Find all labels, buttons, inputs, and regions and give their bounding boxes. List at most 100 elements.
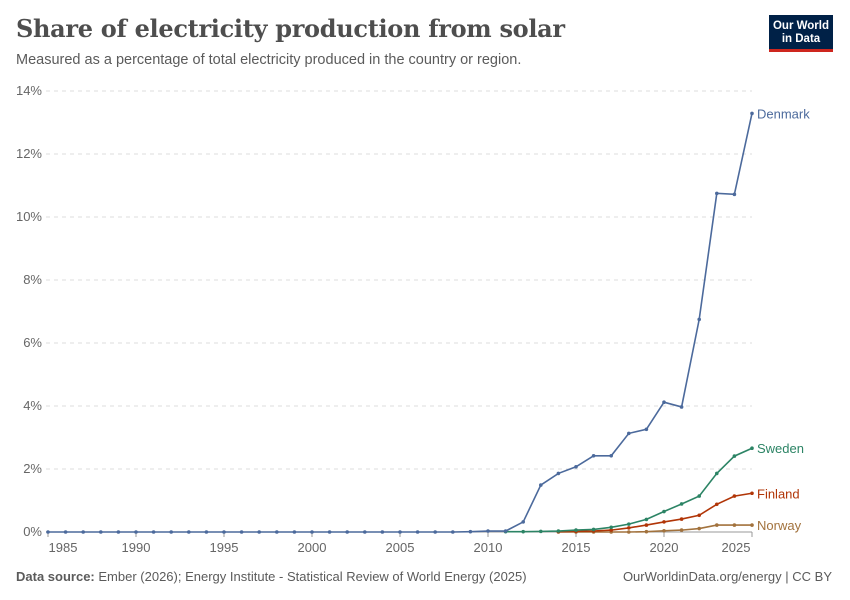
data-point[interactable] <box>574 464 578 469</box>
data-point[interactable] <box>99 530 103 534</box>
data-point[interactable] <box>187 530 191 534</box>
data-point[interactable] <box>732 192 737 197</box>
data-point[interactable] <box>662 400 666 405</box>
data-point[interactable] <box>46 530 50 534</box>
data-point[interactable] <box>116 530 121 534</box>
y-tick-label: 2% <box>23 461 42 476</box>
x-tick-label: 1985 <box>49 540 78 555</box>
series-line-sweden[interactable] <box>505 447 753 533</box>
series-label: Denmark <box>757 106 810 121</box>
series-line-norway[interactable] <box>558 524 752 533</box>
data-point[interactable] <box>697 317 701 322</box>
data-point[interactable] <box>715 523 719 527</box>
data-point[interactable] <box>433 530 438 534</box>
data-point[interactable] <box>662 520 666 524</box>
x-tick-label: 2010 <box>474 540 503 555</box>
data-point[interactable] <box>609 528 613 532</box>
data-source: Data source: Ember (2026); Energy Instit… <box>16 569 527 584</box>
logo-line1: Our World <box>772 20 829 32</box>
x-tick-label: 2000 <box>298 540 327 555</box>
data-point[interactable] <box>574 528 578 532</box>
data-point[interactable] <box>627 530 631 534</box>
data-point[interactable] <box>521 529 525 534</box>
y-tick-label: 12% <box>16 146 42 161</box>
data-point[interactable] <box>380 530 385 534</box>
data-point[interactable] <box>662 528 666 533</box>
data-point[interactable] <box>539 529 543 534</box>
data-point[interactable] <box>679 517 684 521</box>
data-point[interactable] <box>327 530 332 534</box>
data-point[interactable] <box>151 530 156 534</box>
data-point[interactable] <box>134 530 138 534</box>
data-point[interactable] <box>715 471 719 476</box>
data-point[interactable] <box>627 522 631 526</box>
series-label: Norway <box>757 518 802 533</box>
data-point[interactable] <box>697 526 701 531</box>
logo-line2: in Data <box>781 33 821 45</box>
data-point[interactable] <box>204 530 209 534</box>
data-point[interactable] <box>539 483 543 487</box>
y-tick-label: 8% <box>23 272 42 287</box>
y-tick-label: 4% <box>23 398 42 413</box>
data-point[interactable] <box>275 530 279 534</box>
owid-logo[interactable]: Our World in Data <box>769 15 833 52</box>
data-point[interactable] <box>222 530 226 534</box>
data-point[interactable] <box>292 530 297 534</box>
series-line-finland[interactable] <box>558 492 753 533</box>
data-point[interactable] <box>750 491 754 496</box>
data-point[interactable] <box>644 427 649 432</box>
data-point[interactable] <box>63 530 68 534</box>
source-text: Ember (2026); Energy Institute - Statist… <box>98 569 527 584</box>
data-point[interactable] <box>591 453 596 458</box>
series-label: Sweden <box>757 441 804 456</box>
data-point[interactable] <box>556 471 561 476</box>
data-point[interactable] <box>609 453 613 458</box>
data-point[interactable] <box>750 523 754 527</box>
data-point[interactable] <box>591 527 596 532</box>
credit-link[interactable]: OurWorldinData.org/energy | CC BY <box>622 569 832 584</box>
data-point[interactable] <box>750 111 754 116</box>
data-point[interactable] <box>732 494 737 498</box>
data-point[interactable] <box>398 530 402 534</box>
data-point[interactable] <box>363 530 367 534</box>
data-point[interactable] <box>715 191 719 196</box>
x-tick-label: 2005 <box>386 540 415 555</box>
data-point[interactable] <box>644 523 649 527</box>
data-point[interactable] <box>644 517 649 522</box>
data-point[interactable] <box>644 529 649 534</box>
data-point[interactable] <box>239 530 244 534</box>
y-tick-label: 14% <box>16 83 42 98</box>
data-point[interactable] <box>697 494 701 498</box>
data-point[interactable] <box>627 526 631 530</box>
y-tick-label: 6% <box>23 335 42 350</box>
data-point[interactable] <box>415 530 420 534</box>
data-point[interactable] <box>81 530 85 534</box>
data-point[interactable] <box>451 530 455 534</box>
data-point[interactable] <box>662 509 666 514</box>
x-tick-label: 2020 <box>650 540 679 555</box>
data-point[interactable] <box>627 431 631 436</box>
data-point[interactable] <box>697 513 701 518</box>
data-point[interactable] <box>679 502 684 506</box>
data-point[interactable] <box>715 502 719 507</box>
data-point[interactable] <box>468 529 473 534</box>
data-point[interactable] <box>503 529 508 533</box>
chart-title: Share of electricity production from sol… <box>16 14 565 43</box>
data-point[interactable] <box>257 530 262 534</box>
data-point[interactable] <box>732 454 737 458</box>
data-point[interactable] <box>609 525 613 530</box>
data-point[interactable] <box>556 529 561 533</box>
x-tick-label: 1995 <box>210 540 239 555</box>
data-point[interactable] <box>679 528 684 532</box>
data-point[interactable] <box>169 530 173 534</box>
y-tick-label: 10% <box>16 209 42 224</box>
data-point[interactable] <box>679 405 684 409</box>
data-point[interactable] <box>732 523 737 527</box>
data-point[interactable] <box>345 530 350 534</box>
data-point[interactable] <box>486 529 490 533</box>
data-point[interactable] <box>521 520 525 524</box>
data-point[interactable] <box>310 530 314 534</box>
data-point[interactable] <box>750 446 754 451</box>
x-tick-label: 1990 <box>122 540 151 555</box>
